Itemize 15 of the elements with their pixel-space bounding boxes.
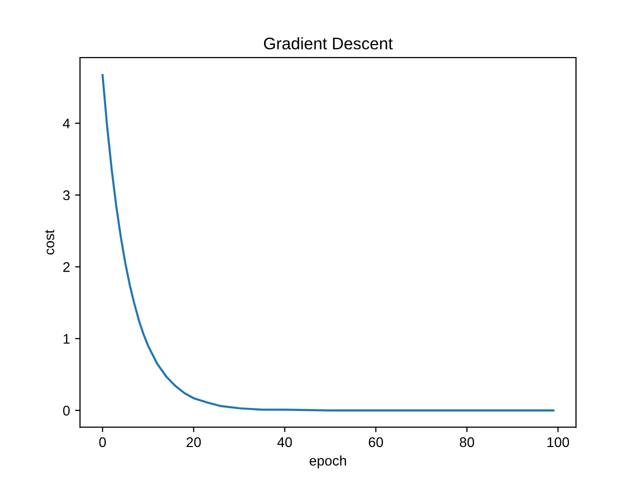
line-series <box>102 74 554 412</box>
y-tick-label: 4 <box>62 118 70 128</box>
x-axis-title: epoch <box>310 455 346 468</box>
y-tick-label: 1 <box>64 334 70 344</box>
y-axis-title: cost <box>45 230 54 255</box>
y-tick-label: 0 <box>63 406 70 416</box>
x-tick-label: 100 <box>547 437 570 448</box>
y-tick-label: 2 <box>63 262 70 272</box>
x-tick-label: 40 <box>277 437 292 448</box>
x-tick-label: 80 <box>460 437 474 448</box>
y-tick-label: 3 <box>63 190 70 200</box>
chart-title: Gradient Descent <box>264 37 393 50</box>
x-tick-label: 0 <box>99 437 106 448</box>
x-tick-label: 20 <box>186 437 201 448</box>
x-tick-label: 60 <box>368 437 384 448</box>
